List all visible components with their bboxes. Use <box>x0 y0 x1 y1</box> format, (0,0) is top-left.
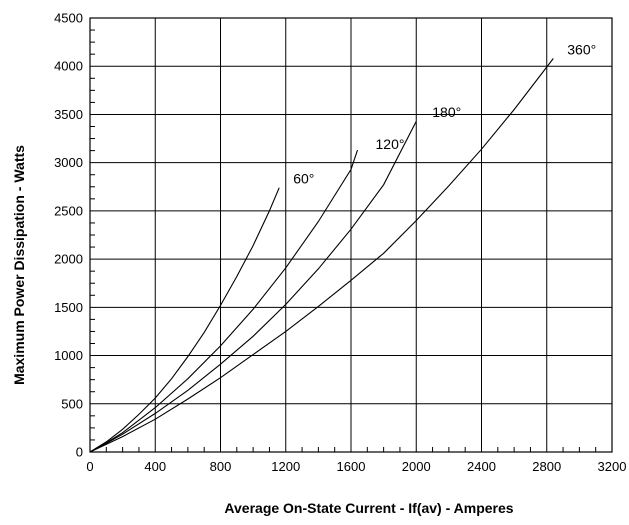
y-tick-label: 3000 <box>54 155 83 170</box>
x-tick-label: 1200 <box>271 459 300 474</box>
y-tick-label: 1500 <box>54 300 83 315</box>
x-tick-label: 400 <box>144 459 166 474</box>
y-tick-label: 4500 <box>54 11 83 26</box>
x-tick-label: 2400 <box>467 459 496 474</box>
y-axis-title: Maximum Power Dissipation - Watts <box>11 145 27 385</box>
x-axis-title: Average On-State Current - If(av) - Ampe… <box>224 500 513 516</box>
y-tick-label: 1000 <box>54 348 83 363</box>
y-tick-label: 500 <box>61 396 83 411</box>
y-tick-label: 4000 <box>54 59 83 74</box>
x-tick-label: 2800 <box>532 459 561 474</box>
minor-ticks <box>90 29 597 452</box>
series-line <box>89 149 359 453</box>
grid <box>89 17 613 453</box>
y-tick-label: 0 <box>76 445 83 460</box>
y-tick-label: 2500 <box>54 203 83 218</box>
series-line <box>89 120 417 453</box>
y-tick-label: 3500 <box>54 107 83 122</box>
series-line <box>89 58 554 453</box>
plot-frame <box>89 17 613 453</box>
series-lines <box>89 58 554 453</box>
x-tick-labels: 0 400 800 1200 1600 2000 2400 2800 3200 <box>86 459 626 474</box>
series-labels: 60° 120° 180° 360° <box>293 42 596 187</box>
series-label: 120° <box>376 136 405 152</box>
y-tick-labels: 0 500 1000 1500 2000 2500 3000 3500 4000 4500 <box>54 11 83 460</box>
y-tick-label: 2000 <box>54 252 83 267</box>
x-tick-label: 2000 <box>402 459 431 474</box>
x-tick-label: 800 <box>210 459 232 474</box>
series-label: 180° <box>432 104 461 120</box>
x-tick-label: 3200 <box>598 459 627 474</box>
series-label: 60° <box>293 171 314 187</box>
x-tick-label: 0 <box>86 459 93 474</box>
x-tick-label: 1600 <box>337 459 366 474</box>
series-line <box>89 187 280 453</box>
series-label: 360° <box>567 42 596 58</box>
